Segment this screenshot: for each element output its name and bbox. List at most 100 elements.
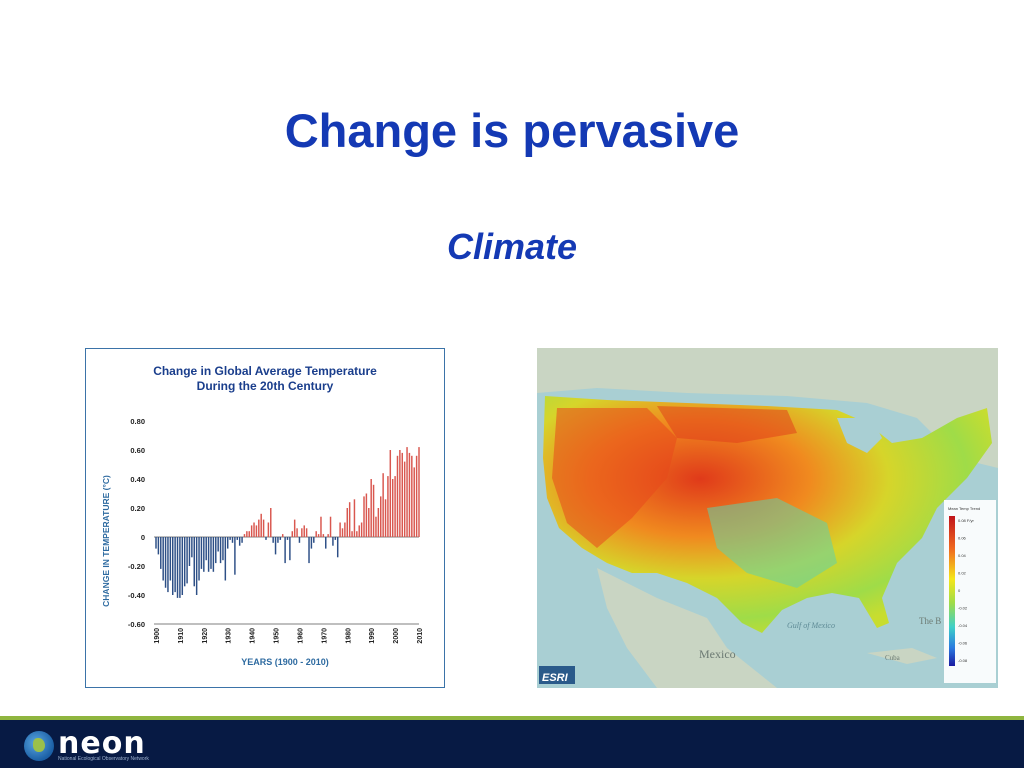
- chart-bar: [406, 447, 408, 537]
- map-cuba-land: [867, 648, 937, 664]
- map-hot-region-west: [552, 408, 677, 548]
- chart-bar: [281, 534, 284, 537]
- map-legend-label: 0.06: [958, 536, 967, 541]
- chart-bar: [270, 508, 272, 537]
- chart-bar: [413, 467, 415, 537]
- chart-bar: [341, 528, 344, 537]
- chart-bar: [310, 537, 313, 549]
- map-legend-label: 0.04: [958, 553, 967, 558]
- chart-bar: [222, 537, 224, 561]
- chart-bar: [284, 537, 286, 564]
- chart-bar: [155, 537, 157, 549]
- chart-bar: [411, 455, 413, 537]
- chart-bar: [396, 455, 399, 537]
- footer-bar: [0, 720, 1024, 768]
- chart-x-ticks: 1900 1910 1920 1930 1940 1950 1960 1970 1980 1990…: [154, 628, 424, 644]
- chart-bar: [322, 534, 325, 537]
- chart-bar: [236, 537, 239, 540]
- chart-bar: [339, 522, 341, 537]
- map-legend-labels: 0.08 F/yr 0.06 0.04 0.02 0 -0.02 -0.04 -0.06 -0.…: [958, 518, 974, 663]
- chart-x-tick-label: 2000: [393, 628, 400, 644]
- chart-x-tick-label: 1990: [369, 628, 376, 644]
- chart-bar: [356, 531, 358, 537]
- chart-bar: [317, 534, 320, 537]
- map-legend-label: 0: [958, 588, 961, 593]
- chart-x-tick-label: 1940: [250, 628, 257, 644]
- chart-y-tick-label: -0.60: [128, 620, 145, 629]
- chart-bar: [219, 537, 222, 564]
- chart-bar: [248, 531, 250, 537]
- chart-bar: [344, 522, 346, 537]
- chart-bar: [200, 537, 203, 569]
- chart-y-ticks: 0.80 0.60 0.40 0.20 0 -0.20 -0.40 -0.60: [128, 417, 419, 629]
- chart-bar: [363, 496, 365, 537]
- temperature-map-svg: Gulf of Mexico Mexico Cuba The B Mean Te…: [537, 348, 998, 688]
- chart-bar: [394, 476, 396, 537]
- chart-bar: [277, 537, 279, 543]
- chart-bar: [217, 537, 219, 552]
- chart-title-line-2: During the 20th Century: [197, 379, 334, 393]
- chart-bar: [267, 522, 270, 537]
- footer-accent-line: [0, 716, 1024, 720]
- chart-y-tick-label: 0.20: [130, 504, 145, 513]
- map-label-gulf: Gulf of Mexico: [787, 621, 835, 630]
- map-legend-label: -0.04: [958, 623, 968, 628]
- chart-bar: [169, 537, 172, 581]
- chart-bar: [315, 531, 317, 537]
- chart-bar: [272, 537, 274, 543]
- chart-bar: [358, 525, 360, 537]
- map-legend-label: -0.02: [958, 606, 968, 611]
- chart-bar: [296, 528, 298, 537]
- chart-bar: [212, 537, 215, 572]
- chart-x-tick-label: 1930: [226, 628, 233, 644]
- chart-bar: [308, 537, 310, 564]
- chart-bar: [179, 537, 181, 598]
- neon-logo-tagline: National Ecological Observatory Network: [58, 756, 149, 762]
- temperature-chart: Change in Global Average Temperature Dur…: [85, 348, 445, 688]
- chart-y-tick-label: 0.80: [130, 417, 145, 426]
- chart-bar: [193, 537, 195, 587]
- chart-bar: [368, 508, 370, 537]
- map-great-lakes: [837, 418, 882, 453]
- chart-bar: [348, 502, 351, 537]
- chart-bar: [360, 522, 363, 537]
- map-cool-region-south: [707, 498, 837, 588]
- chart-bar: [157, 537, 160, 555]
- chart-y-tick-label: -0.40: [128, 591, 145, 600]
- chart-bar: [401, 452, 403, 537]
- chart-bar: [188, 537, 191, 566]
- chart-bar: [320, 516, 322, 537]
- chart-bar: [399, 450, 401, 537]
- chart-bar: [403, 461, 406, 537]
- map-hot-region-north: [657, 406, 797, 443]
- chart-bar: [174, 537, 176, 593]
- chart-bar: [215, 537, 217, 564]
- chart-bar: [162, 537, 164, 581]
- map-label-cuba: Cuba: [885, 654, 901, 662]
- chart-bar: [391, 479, 394, 537]
- chart-x-tick-label: 1920: [202, 628, 209, 644]
- chart-bar: [229, 537, 231, 540]
- map-label-mexico: Mexico: [699, 647, 736, 661]
- chart-x-tick-label: 1950: [274, 628, 281, 644]
- slide-title: Change is pervasive: [284, 104, 740, 157]
- chart-bar: [231, 537, 234, 543]
- chart-bar: [167, 537, 169, 593]
- chart-x-tick-label: 1910: [178, 628, 185, 644]
- chart-bar: [243, 534, 246, 537]
- chart-bars: [155, 447, 420, 598]
- chart-bar: [313, 537, 315, 543]
- chart-x-tick-label: 1980: [345, 628, 352, 644]
- chart-bar: [274, 537, 277, 555]
- chart-bar: [325, 537, 327, 549]
- map-canada-land: [537, 348, 998, 468]
- map-legend-label: -0.08: [958, 658, 968, 663]
- chart-bar: [258, 519, 260, 537]
- chart-bar: [372, 484, 375, 537]
- esri-label: ESRI: [542, 672, 569, 684]
- chart-x-axis-label: YEARS (1900 - 2010): [241, 657, 329, 667]
- slide-subtitle: Climate: [446, 226, 578, 267]
- map-label-bahamas: The B: [919, 616, 941, 626]
- chart-bar: [265, 537, 267, 540]
- chart-bar: [260, 513, 262, 537]
